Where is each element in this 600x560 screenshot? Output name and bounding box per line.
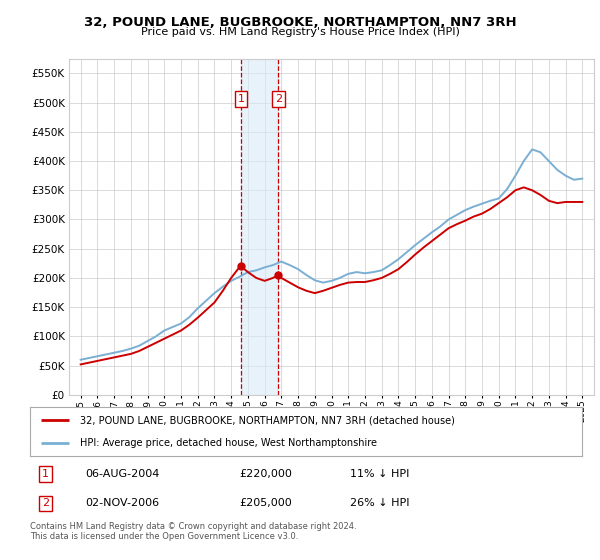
Text: £220,000: £220,000 [240, 469, 293, 479]
Text: 26% ↓ HPI: 26% ↓ HPI [350, 498, 410, 508]
Text: 32, POUND LANE, BUGBROOKE, NORTHAMPTON, NN7 3RH (detached house): 32, POUND LANE, BUGBROOKE, NORTHAMPTON, … [80, 416, 455, 426]
Text: 2: 2 [42, 498, 49, 508]
Text: Price paid vs. HM Land Registry's House Price Index (HPI): Price paid vs. HM Land Registry's House … [140, 27, 460, 37]
Text: 2: 2 [275, 94, 282, 104]
Text: 1: 1 [42, 469, 49, 479]
Text: £205,000: £205,000 [240, 498, 293, 508]
Text: 1: 1 [238, 94, 244, 104]
Text: HPI: Average price, detached house, West Northamptonshire: HPI: Average price, detached house, West… [80, 438, 377, 448]
Text: Contains HM Land Registry data © Crown copyright and database right 2024.
This d: Contains HM Land Registry data © Crown c… [30, 522, 356, 542]
Text: 32, POUND LANE, BUGBROOKE, NORTHAMPTON, NN7 3RH: 32, POUND LANE, BUGBROOKE, NORTHAMPTON, … [83, 16, 517, 29]
Text: 06-AUG-2004: 06-AUG-2004 [85, 469, 160, 479]
Text: 11% ↓ HPI: 11% ↓ HPI [350, 469, 410, 479]
Bar [241, 59, 278, 395]
Text: 02-NOV-2006: 02-NOV-2006 [85, 498, 160, 508]
